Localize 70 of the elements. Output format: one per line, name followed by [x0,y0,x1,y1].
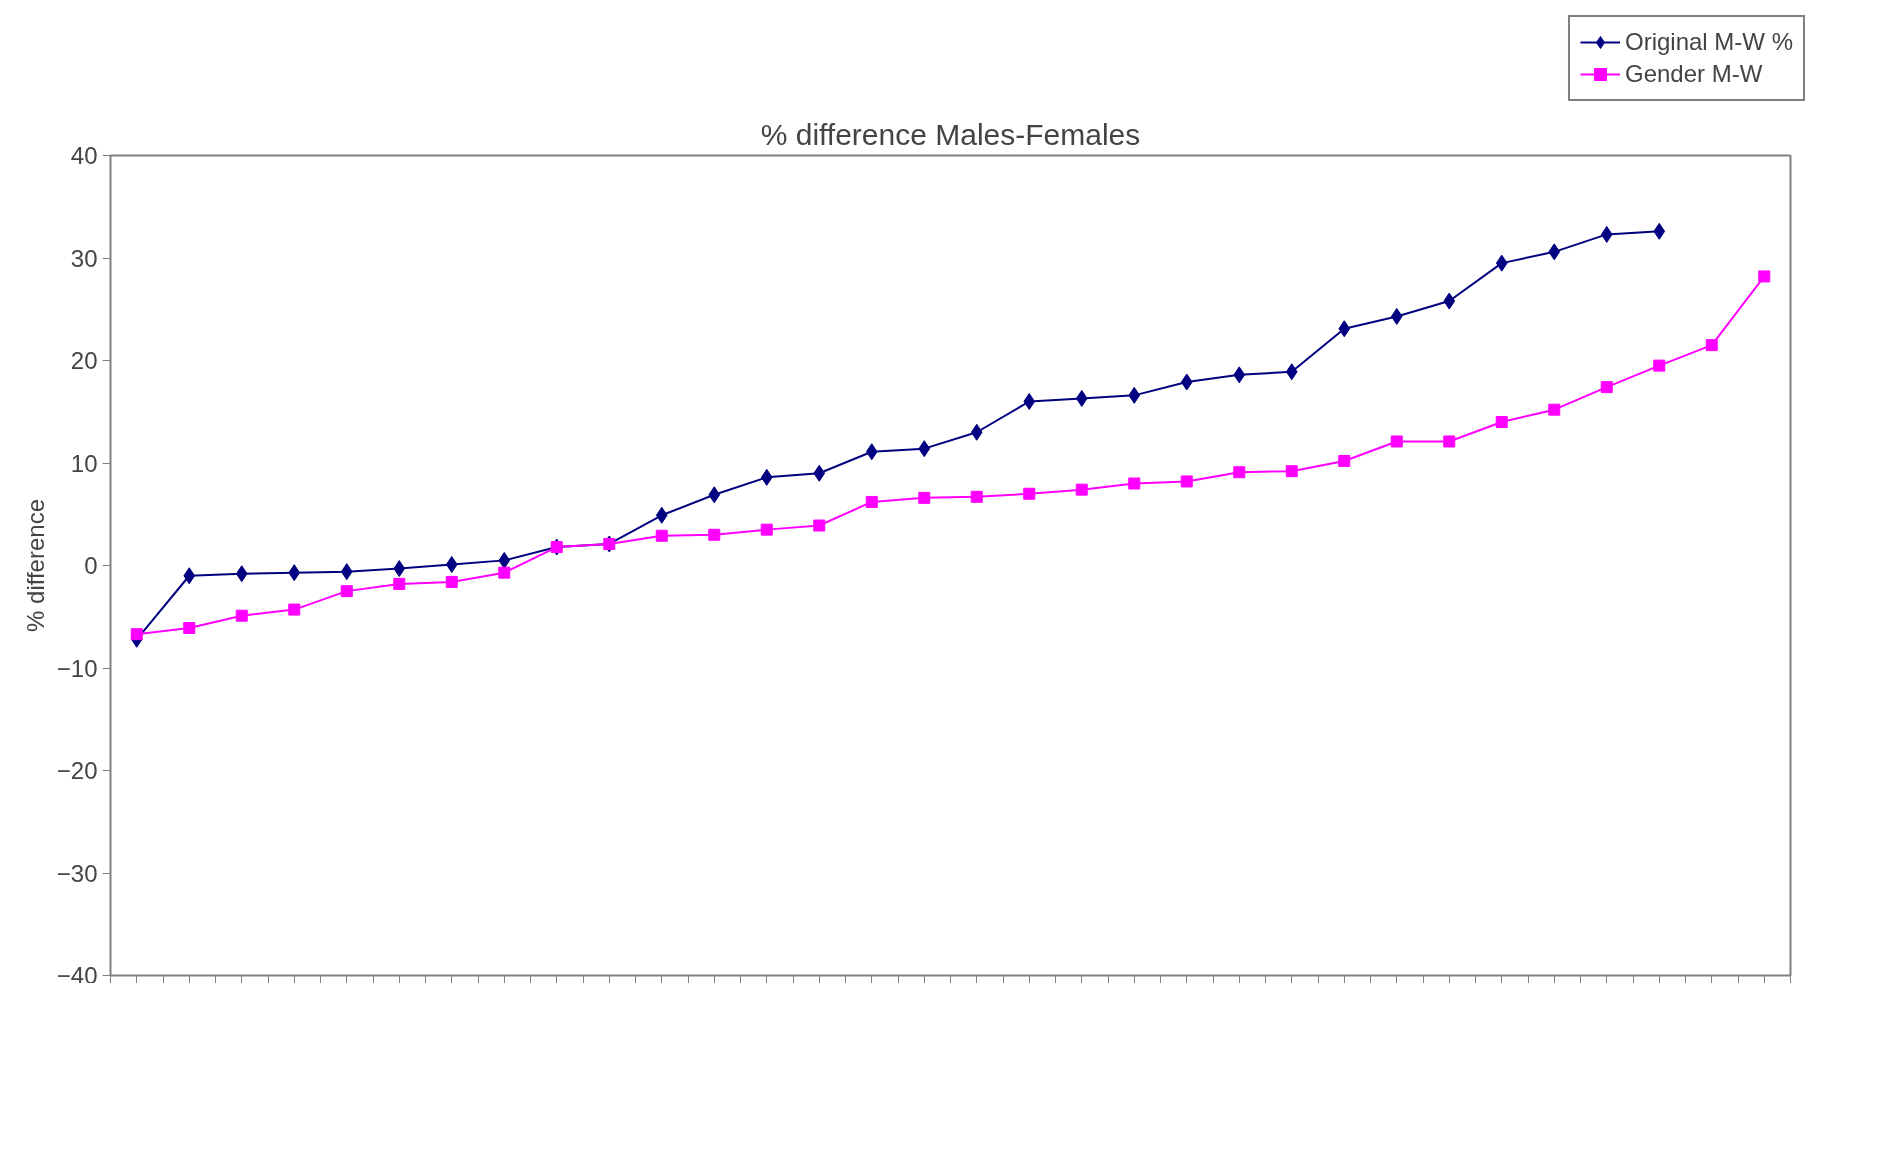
point [393,560,406,578]
y-tick-label: 20 [70,347,98,374]
point [288,564,301,582]
point [865,443,878,461]
point [1758,270,1771,283]
legend-label: Original M-W % [1624,28,1793,56]
chart-title: % difference Males-Females [760,117,1141,151]
point [1233,366,1246,384]
point [1023,393,1036,410]
point [1653,359,1666,372]
point [1600,381,1613,394]
point [498,551,511,569]
y-tick-label: −40 [56,961,98,989]
point [1548,243,1561,261]
point [183,622,196,635]
point [918,440,931,458]
point [970,423,983,441]
point [1705,339,1718,352]
point [183,567,196,585]
point [1128,386,1141,404]
point [655,529,668,542]
point [708,486,721,504]
point [1180,373,1193,391]
point [1548,403,1561,416]
y-tick-label: 0 [84,552,98,579]
point [760,523,773,536]
point [1338,454,1351,467]
point [865,495,878,508]
point [1285,363,1298,381]
y-tick-label: 40 [70,142,98,169]
point [498,566,511,579]
point [1338,320,1351,338]
point [1443,292,1456,310]
y-tick-label: 10 [70,449,98,477]
point [655,506,668,524]
point [1390,307,1403,325]
point [1233,466,1246,479]
point [1390,435,1403,448]
point [1495,254,1508,272]
point [445,555,458,573]
point [340,585,353,598]
point [760,468,773,486]
y-tick-label: −20 [56,757,98,784]
point [445,575,458,588]
point [235,609,248,622]
point [970,490,983,503]
point [340,563,353,581]
point [813,464,826,482]
point [130,628,143,641]
y-tick-label: −10 [56,654,98,682]
point [1495,416,1508,428]
y-axis-title: % difference [21,499,49,632]
legend-label: Gender M-W [1624,60,1763,88]
point [1600,225,1613,243]
point [1075,389,1088,407]
point [1285,465,1298,478]
point [393,577,406,590]
y-tick-label: −30 [56,859,98,887]
point [288,603,301,616]
point [1128,477,1141,490]
point [813,519,826,532]
y-tick-label: 30 [70,244,98,272]
point [1180,475,1193,488]
point [1075,483,1088,496]
point [918,491,931,504]
point [235,565,248,583]
point [1653,222,1666,240]
point [708,528,721,541]
point [1023,487,1036,500]
point [1443,435,1456,448]
